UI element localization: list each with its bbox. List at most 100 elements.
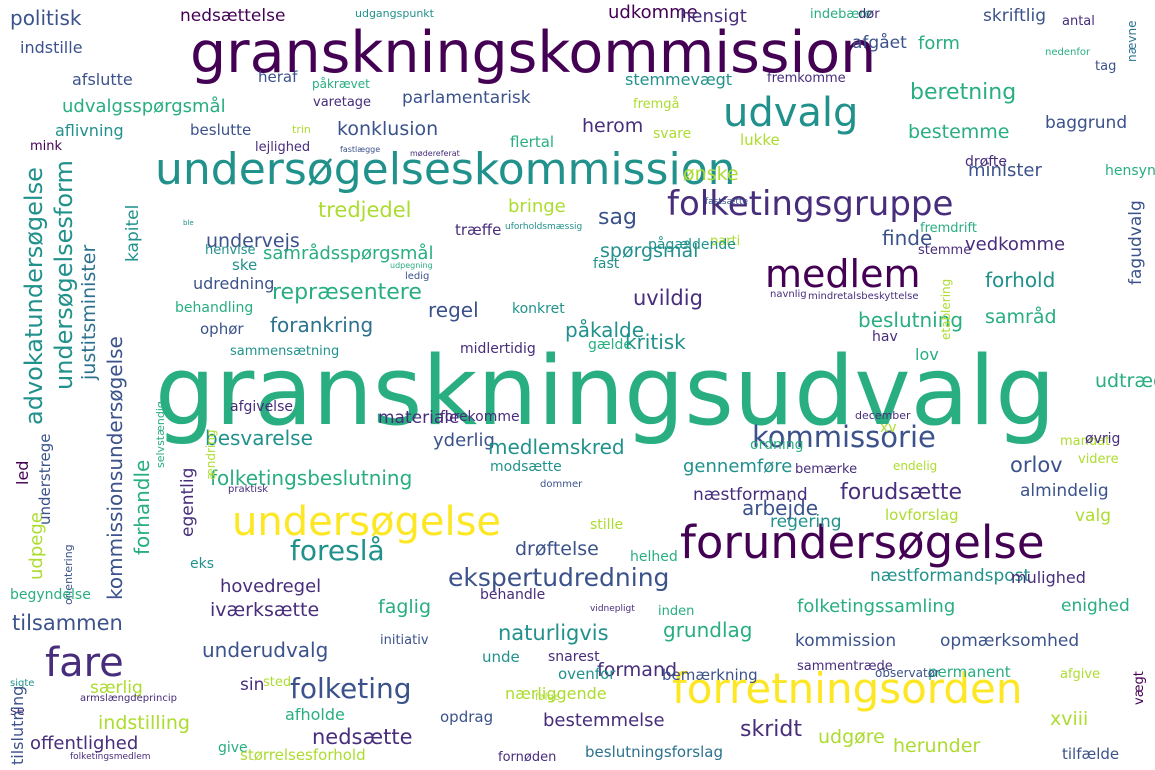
cloud-word: finde: [882, 226, 933, 250]
cloud-word: stemme: [918, 243, 972, 258]
cloud-word: opmærksomhed: [940, 631, 1080, 651]
cloud-word: opdrag: [440, 708, 494, 726]
cloud-word: enighed: [1061, 596, 1130, 616]
cloud-word: gælde: [588, 337, 633, 353]
cloud-word: initiativ: [380, 633, 429, 648]
cloud-word: særlig: [90, 678, 143, 698]
cloud-word: bestemme: [908, 121, 1010, 143]
cloud-word: praktisk: [228, 484, 269, 495]
cloud-word: pågældende: [648, 237, 736, 253]
cloud-word: valg: [1075, 506, 1111, 526]
cloud-word: uforholdsmæssig: [505, 222, 583, 232]
cloud-word: beslutningsforslag: [585, 743, 723, 761]
cloud-word: orlov: [1010, 453, 1063, 477]
cloud-word: fastlægge: [340, 145, 381, 154]
cloud-word: dommer: [540, 479, 583, 490]
cloud-word: stille: [590, 517, 624, 533]
cloud-word: kapitel: [123, 204, 143, 262]
cloud-word: heraf: [258, 68, 298, 86]
cloud-word: tilfælde: [1062, 745, 1120, 763]
cloud-word: tilslutning: [8, 685, 27, 765]
cloud-word: regering: [770, 512, 842, 532]
cloud-word: hensigt: [680, 6, 747, 27]
cloud-word: behandle: [480, 587, 546, 603]
cloud-word: flertal: [510, 133, 555, 151]
cloud-word: regel: [428, 298, 479, 322]
cloud-word: øvrig: [1085, 431, 1121, 447]
cloud-word: etablering: [939, 278, 953, 340]
cloud-word: skriftlig: [983, 6, 1047, 26]
cloud-word: indebære: [810, 7, 873, 22]
cloud-word: beslutning: [858, 308, 964, 332]
cloud-word: bemærke: [795, 462, 858, 477]
cloud-word: ekspertudredning: [448, 563, 670, 592]
cloud-word: kritisk: [625, 330, 686, 354]
cloud-word: tilsammen: [12, 611, 123, 635]
cloud-word: udgøre: [818, 726, 885, 748]
cloud-word: ble: [183, 219, 194, 227]
cloud-word: granskningskommission: [190, 20, 877, 86]
cloud-word: dør: [858, 7, 880, 22]
cloud-word: folketingsbeslutning: [210, 466, 413, 490]
cloud-word: iværksætte: [210, 599, 320, 621]
cloud-word: mulighed: [1011, 568, 1086, 587]
cloud-word: nærliggende: [505, 684, 607, 703]
cloud-word: vidnepligt: [590, 604, 635, 614]
cloud-word: baggrund: [1045, 113, 1128, 133]
cloud-word: sammensætning: [230, 344, 340, 359]
cloud-word: sigte: [10, 678, 35, 689]
cloud-word: næstformand: [693, 485, 808, 505]
cloud-word: sammentræde: [797, 659, 893, 674]
cloud-word: ønske: [683, 163, 739, 185]
cloud-word: ophør: [200, 320, 244, 338]
cloud-word: lukke: [740, 131, 780, 149]
cloud-word: ledig: [405, 271, 430, 282]
cloud-word: forretningsorden: [672, 664, 1023, 713]
cloud-word: hensyn: [1105, 163, 1155, 179]
cloud-word: granskningsudvalg: [155, 337, 1056, 447]
cloud-word: grundlag: [663, 618, 753, 642]
cloud-word: december: [855, 409, 911, 422]
cloud-word: udvalgsspørgsmål: [62, 96, 226, 117]
cloud-word: forhandle: [130, 459, 154, 555]
cloud-word: hav: [872, 329, 898, 345]
cloud-word: nedsætte: [312, 725, 413, 749]
cloud-word: understrege: [36, 433, 54, 525]
cloud-word: henvise: [205, 243, 256, 258]
cloud-word: midlertidig: [460, 341, 536, 357]
cloud-word: sted: [263, 675, 292, 690]
cloud-word: advokatundersøgelse: [20, 167, 48, 425]
cloud-word: varetage: [313, 95, 372, 110]
cloud-word: fast: [593, 256, 620, 272]
cloud-word: afslutte: [72, 70, 133, 89]
cloud-word: undersøgelsesform: [50, 160, 78, 390]
cloud-word: medlem: [765, 252, 921, 296]
cloud-word: folketingsmedlem: [70, 752, 151, 762]
cloud-word: offentlighed: [30, 733, 139, 754]
cloud-word: forhold: [985, 268, 1056, 292]
cloud-word: kommission: [795, 631, 897, 651]
cloud-word: sag: [598, 205, 637, 230]
cloud-word: parlamentarisk: [402, 88, 531, 108]
cloud-word: samråd: [985, 306, 1057, 328]
cloud-word: indstille: [20, 38, 83, 57]
cloud-word: snarest: [548, 649, 600, 665]
cloud-word: påkalde: [565, 318, 644, 342]
cloud-word: aflivning: [55, 121, 124, 140]
cloud-word: udvalg: [723, 90, 859, 136]
cloud-word: drøfte: [965, 154, 1007, 170]
cloud-word: navnlig: [770, 289, 807, 300]
cloud-word: udkomme: [608, 2, 698, 23]
cloud-word: faglig: [378, 596, 432, 618]
cloud-word: udpegning: [390, 261, 433, 270]
cloud-word: mink: [30, 139, 63, 154]
cloud-word: mødereferat: [410, 149, 460, 158]
cloud-word: gennemføre: [683, 456, 793, 477]
cloud-word: drøftelse: [515, 538, 599, 560]
cloud-word: bemærkning: [662, 666, 758, 684]
cloud-word: armslængdeprincip: [80, 693, 177, 704]
cloud-word: politisk: [10, 6, 82, 30]
cloud-word: herom: [582, 115, 644, 137]
cloud-word: fremgå: [633, 97, 680, 112]
